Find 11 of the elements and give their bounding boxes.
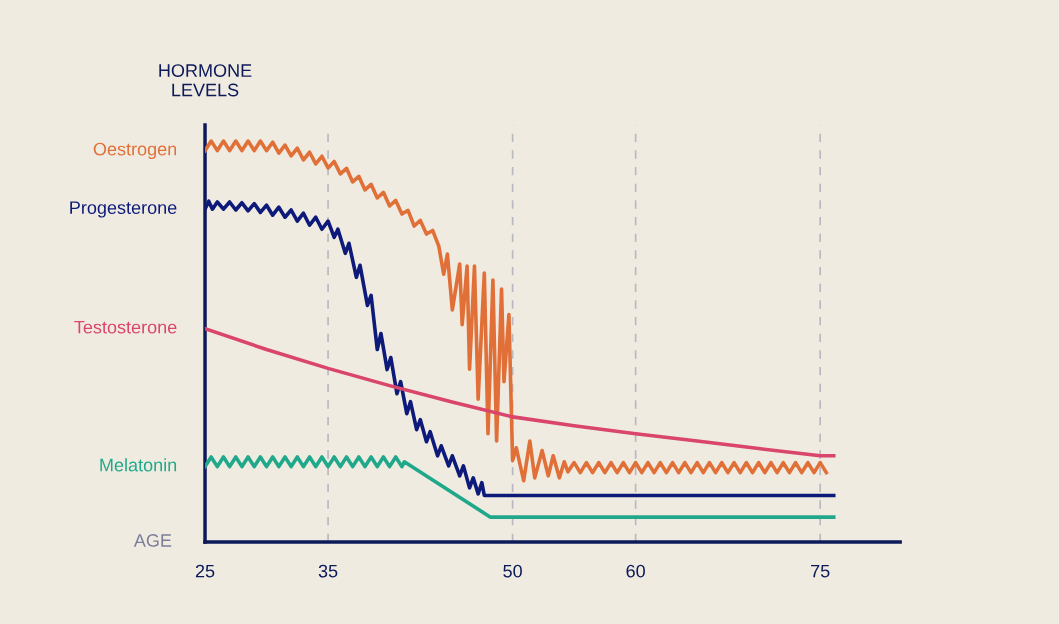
series-label: Testosterone — [74, 320, 177, 334]
x-tick-label: 60 — [626, 564, 645, 578]
x-tick-label: 25 — [195, 564, 215, 578]
x-tick-label: 50 — [503, 564, 522, 578]
y-axis-title: HORMONE LEVELS — [159, 64, 252, 97]
x-tick-label: 35 — [318, 564, 338, 578]
series-label: Melatonin — [100, 458, 177, 472]
x-axis-title: AGE — [133, 534, 172, 547]
series-label: Oestrogen — [93, 142, 177, 160]
x-tick-label: 75 — [811, 564, 830, 578]
series-label: Progesterone — [70, 201, 177, 218]
